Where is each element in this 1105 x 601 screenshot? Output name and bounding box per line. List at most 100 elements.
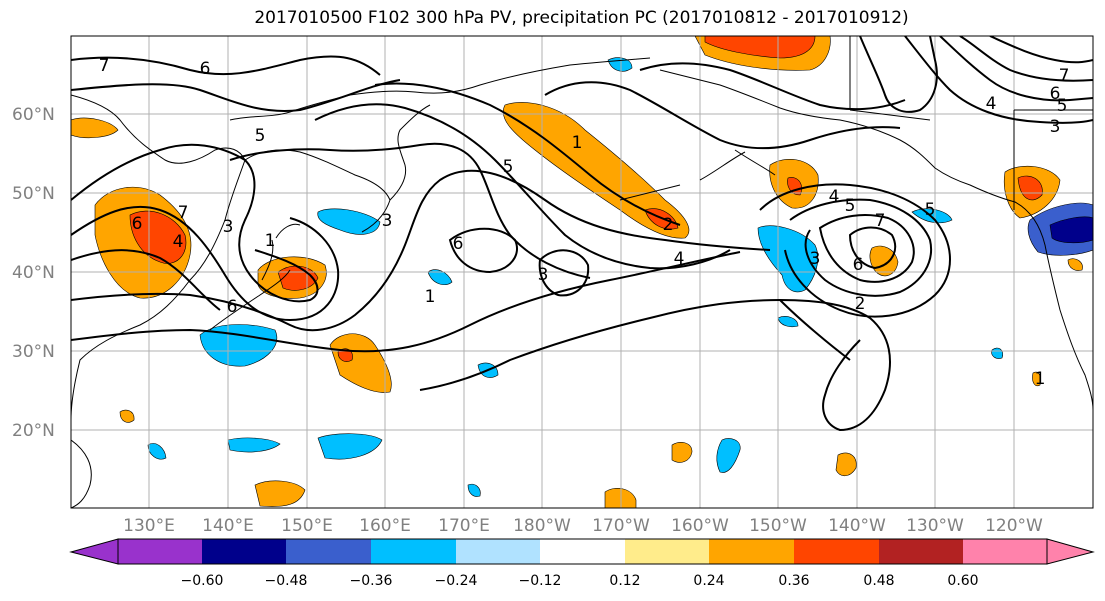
colorbar-segment bbox=[456, 539, 540, 564]
colorbar-extend-high bbox=[1046, 538, 1095, 565]
clabel: 6 bbox=[453, 234, 464, 254]
lon-label: 150°E bbox=[281, 516, 333, 536]
clabel: 3 bbox=[538, 265, 549, 285]
lat-label: 30°N bbox=[12, 342, 55, 362]
clabel: 6 bbox=[132, 214, 143, 234]
precip-neg-japan-s bbox=[199, 324, 277, 367]
lon-label: 130°E bbox=[123, 516, 175, 536]
colorbar-segment bbox=[963, 539, 1047, 564]
clabel: 1 bbox=[1035, 369, 1046, 389]
colorbar-tick-label: −0.48 bbox=[265, 573, 308, 589]
clabel: 3 bbox=[223, 217, 234, 237]
clabel: 7 bbox=[99, 56, 110, 76]
lon-label: 150°W bbox=[749, 516, 807, 536]
colorbar-tick-label: 0.60 bbox=[947, 573, 978, 589]
precip-neg-hawaii bbox=[716, 438, 741, 473]
coastlines bbox=[71, 36, 1093, 508]
colorbar-tick-label: −0.60 bbox=[181, 573, 224, 589]
coast-nw-america bbox=[849, 36, 1093, 210]
coast-asia bbox=[71, 94, 246, 508]
precip-neg-pnw-core bbox=[1049, 216, 1093, 244]
clabel: 5 bbox=[845, 196, 856, 216]
colorbar-segment bbox=[709, 539, 794, 564]
colorbar-frame bbox=[117, 538, 1048, 565]
lon-label: 160°W bbox=[671, 516, 729, 536]
contour-labels: 7 6 5 1 3 6 7 4 3 6 5 1 3 6 1 4 2 5 7 4 … bbox=[99, 56, 1070, 389]
colorbar: −0.60 −0.48 −0.36 −0.24 −0.12 0.12 0.24 … bbox=[69, 538, 1095, 589]
lat-label: 60°N bbox=[12, 105, 55, 125]
coast-alaska bbox=[659, 69, 1093, 411]
precip-blob-s2 bbox=[835, 452, 857, 477]
pv-contours bbox=[71, 36, 1093, 432]
clabel: 2 bbox=[663, 215, 674, 235]
lat-label: 20°N bbox=[12, 421, 55, 441]
clabel: 6 bbox=[853, 255, 864, 275]
precip-blob-alaska-core bbox=[704, 36, 816, 59]
colorbar-tick-label: −0.36 bbox=[350, 573, 393, 589]
precip-blob-s4 bbox=[254, 480, 306, 507]
precip-neg-small4 bbox=[147, 443, 167, 460]
clabel: 5 bbox=[503, 157, 514, 177]
clabel: 4 bbox=[173, 232, 184, 252]
coast-japan bbox=[209, 223, 301, 331]
clabel: 1 bbox=[572, 133, 583, 153]
clabel: 4 bbox=[829, 187, 840, 207]
colorbar-extend-low bbox=[69, 538, 119, 565]
clabel: 1 bbox=[425, 287, 436, 307]
lon-label: 120°W bbox=[985, 516, 1043, 536]
precip-blob-asia-core bbox=[129, 210, 187, 264]
longitude-labels: 130°E 140°E 150°E 160°E 170°E 180°W 170°… bbox=[123, 516, 1043, 536]
coast-siberia-north bbox=[229, 57, 651, 121]
clabel: 7 bbox=[178, 203, 189, 223]
colorbar-tick-label: −0.12 bbox=[519, 573, 562, 589]
colorbar-segment bbox=[879, 539, 963, 564]
lon-label: 170°E bbox=[438, 516, 490, 536]
colorbar-tick-label: 0.36 bbox=[778, 573, 809, 589]
clabel: 7 bbox=[875, 211, 886, 231]
clabel: 3 bbox=[382, 211, 393, 231]
precip-blob-s1 bbox=[671, 442, 693, 463]
colorbar-segment bbox=[286, 539, 371, 564]
colorbar-segment bbox=[540, 539, 625, 564]
precip-blob-midpac-core bbox=[337, 348, 353, 362]
clabel: 6 bbox=[200, 59, 211, 79]
map-title: 2017010500 F102 300 hPa PV, precipitatio… bbox=[254, 8, 909, 28]
clabel: 2 bbox=[855, 294, 866, 314]
lon-label: 140°W bbox=[828, 516, 886, 536]
precip-neg-small6 bbox=[317, 433, 383, 460]
clabel: 5 bbox=[925, 200, 936, 220]
colorbar-segment bbox=[118, 539, 202, 564]
colorbar-tick-label: 0.48 bbox=[863, 573, 894, 589]
latitude-labels: 60°N 50°N 40°N 30°N 20°N bbox=[12, 105, 55, 441]
precip-neg-small5 bbox=[227, 437, 281, 453]
colorbar-segment bbox=[625, 539, 709, 564]
clabel: 3 bbox=[1050, 117, 1061, 137]
lon-label: 170°W bbox=[592, 516, 650, 536]
precip-blob-s3 bbox=[119, 409, 135, 423]
precip-neg-small1 bbox=[427, 269, 453, 285]
lon-label: 130°W bbox=[906, 516, 964, 536]
precip-blob-jet bbox=[503, 102, 690, 239]
lon-label: 140°E bbox=[202, 516, 254, 536]
clabel: 4 bbox=[986, 94, 997, 114]
precip-neg-small7 bbox=[467, 483, 481, 497]
clabel: 5 bbox=[255, 126, 266, 146]
lon-label: 160°E bbox=[359, 516, 411, 536]
lat-label: 40°N bbox=[12, 263, 55, 283]
precip-blob-s6 bbox=[1032, 371, 1041, 387]
colorbar-segment bbox=[371, 539, 456, 564]
precip-neg-small3 bbox=[777, 316, 799, 328]
map-frame bbox=[70, 35, 1094, 509]
colorbar-tick-label: −0.24 bbox=[435, 573, 478, 589]
lat-label: 50°N bbox=[12, 184, 55, 204]
map-panel: 7 6 5 1 3 6 7 4 3 6 5 1 3 6 1 4 2 5 7 4 … bbox=[71, 36, 1093, 508]
precip-blob-nw-edge bbox=[71, 117, 119, 139]
clabel: 3 bbox=[810, 249, 821, 269]
precip-blob-s7 bbox=[1067, 258, 1083, 271]
lon-label: 180°W bbox=[513, 516, 571, 536]
colorbar-tick-label: 0.24 bbox=[693, 573, 724, 589]
clabel: 6 bbox=[1050, 84, 1061, 104]
colorbar-tick-label: 0.12 bbox=[609, 573, 640, 589]
clabel: 7 bbox=[1059, 66, 1070, 86]
